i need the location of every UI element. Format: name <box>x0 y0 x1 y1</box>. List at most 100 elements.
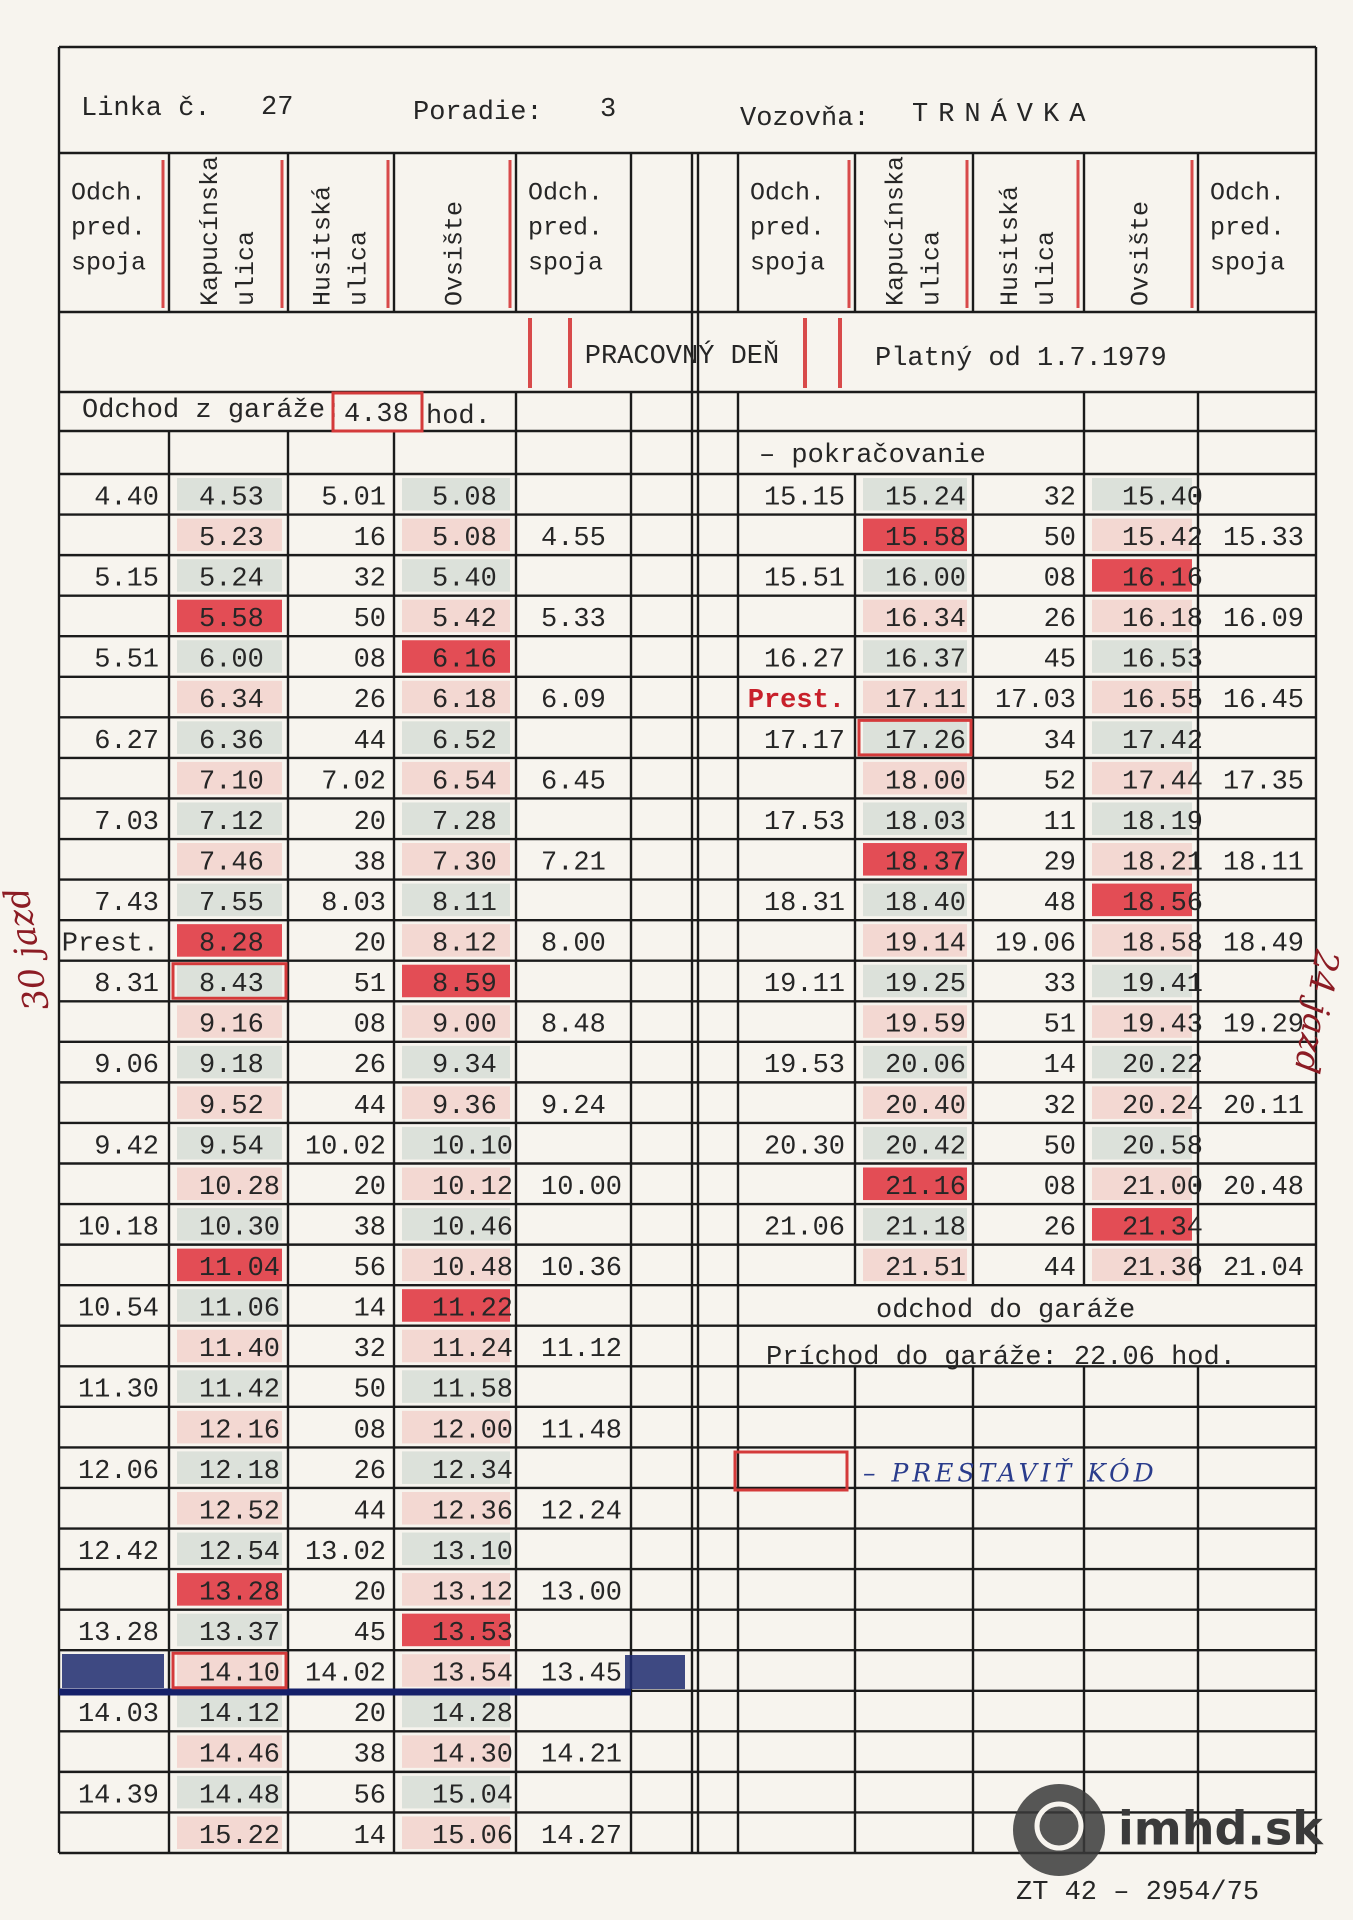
column-header: Ovsište <box>441 201 470 306</box>
column-header: spoja <box>71 249 146 278</box>
time-cell: 6.27 <box>94 727 159 757</box>
time-cell: 5.42 <box>432 605 497 635</box>
cell-highlight <box>863 721 967 754</box>
time-cell: 52 <box>1044 767 1076 797</box>
time-cell: 19.29 <box>1223 1011 1304 1041</box>
time-cell: 17.42 <box>1122 727 1203 757</box>
time-cell: 16.00 <box>885 565 966 595</box>
time-cell: 33 <box>1044 970 1076 1000</box>
time-cell: 8.43 <box>199 970 264 1000</box>
cell-highlight <box>1092 964 1192 998</box>
cell-highlight <box>863 843 967 876</box>
depot-label: Vozovňa: <box>740 104 870 134</box>
time-cell: 9.34 <box>432 1051 497 1081</box>
cell-highlight <box>402 680 510 714</box>
cell-highlight <box>402 518 510 552</box>
cell-highlight <box>1092 1045 1192 1079</box>
time-cell: 16 <box>354 524 386 554</box>
time-cell: 45 <box>1044 646 1076 676</box>
cell-highlight <box>177 518 282 552</box>
time-box <box>331 391 424 433</box>
time-cell: 5.58 <box>199 605 264 635</box>
time-cell: 8.31 <box>94 970 159 1000</box>
time-cell: 17.26 <box>885 727 966 757</box>
scribble <box>625 1655 685 1689</box>
cell-highlight <box>177 640 282 673</box>
time-cell: 8.48 <box>541 1011 606 1041</box>
time-cell: 7.21 <box>541 848 606 878</box>
cell-highlight <box>402 478 510 511</box>
time-cell: 11.42 <box>199 1376 280 1406</box>
cell-highlight <box>177 721 282 754</box>
cell-highlight <box>177 883 282 917</box>
time-cell: 20.11 <box>1223 1092 1304 1122</box>
time-cell: 10.28 <box>199 1173 280 1203</box>
time-cell: 16.16 <box>1122 565 1203 595</box>
time-cell: 17.53 <box>764 808 845 838</box>
time-cell: 19.11 <box>764 970 845 1000</box>
time-cell: 45 <box>354 1619 386 1649</box>
cell-highlight <box>863 1248 967 1282</box>
time-cell: 18.03 <box>885 808 966 838</box>
time-cell: 12.24 <box>541 1497 622 1527</box>
time-cell: 08 <box>354 1416 386 1446</box>
column-header: ulica <box>345 231 374 306</box>
order-label: Poradie: <box>413 98 543 128</box>
time-cell: 08 <box>354 646 386 676</box>
time-cell: 08 <box>354 1011 386 1041</box>
cell-highlight <box>1092 1248 1192 1282</box>
continued: – pokračovanie <box>759 441 986 471</box>
time-cell: 38 <box>354 1213 386 1243</box>
cell-highlight <box>177 964 282 998</box>
time-cell: 21.04 <box>1223 1254 1304 1284</box>
time-cell: 20 <box>354 1578 386 1608</box>
time-cell: 6.52 <box>432 727 497 757</box>
cell-highlight <box>177 1289 282 1322</box>
time-cell: 51 <box>354 970 386 1000</box>
column-header: spoja <box>528 249 603 278</box>
column-header: Odch. <box>750 179 825 208</box>
cell-highlight <box>402 1329 510 1363</box>
time-cell: 13.54 <box>432 1660 513 1690</box>
column-header: Husitská <box>309 186 338 306</box>
cell-highlight <box>863 518 967 552</box>
time-cell: 13.10 <box>432 1538 513 1568</box>
cell-highlight <box>402 1248 510 1282</box>
time-cell: 13.02 <box>305 1538 386 1568</box>
time-cell: 38 <box>354 1741 386 1771</box>
column-header: Odch. <box>1210 179 1285 208</box>
cell-highlight <box>402 802 510 836</box>
time-cell: 13.45 <box>541 1660 622 1690</box>
time-cell: 17.44 <box>1122 767 1203 797</box>
time-cell: 18.19 <box>1122 808 1203 838</box>
time-cell: 50 <box>1044 524 1076 554</box>
scribble <box>62 1654 164 1688</box>
time-cell: Prest. <box>748 686 845 716</box>
time-cell: 21.00 <box>1122 1173 1203 1203</box>
garage-arrival: Príchod do garáže: 22.06 hod. <box>766 1343 1236 1373</box>
cell-highlight <box>402 1451 510 1484</box>
cell-box <box>171 962 288 1000</box>
cell-highlight <box>177 1654 282 1687</box>
time-cell: 12.52 <box>199 1497 280 1527</box>
time-cell: 11.24 <box>432 1335 513 1365</box>
time-cell: 14.28 <box>432 1700 513 1730</box>
time-cell: 7.43 <box>94 889 159 919</box>
time-cell: 11.58 <box>432 1376 513 1406</box>
column-header: pred. <box>71 214 146 243</box>
cell-highlight <box>1092 721 1192 754</box>
cell-highlight <box>177 1167 282 1201</box>
cell-highlight <box>177 1613 282 1647</box>
column-header: Husitská <box>996 186 1025 306</box>
time-cell: 19.06 <box>995 930 1076 960</box>
time-cell: 7.03 <box>94 808 159 838</box>
time-cell: 11.22 <box>432 1295 513 1325</box>
time-cell: 17.11 <box>885 686 966 716</box>
time-cell: 19.53 <box>764 1051 845 1081</box>
time-cell: 11.40 <box>199 1335 280 1365</box>
time-cell: 14.02 <box>305 1660 386 1690</box>
time-cell: 14 <box>354 1822 386 1852</box>
time-cell: 15.24 <box>885 483 966 513</box>
time-cell: 32 <box>1044 1092 1076 1122</box>
cell-highlight <box>863 802 967 836</box>
